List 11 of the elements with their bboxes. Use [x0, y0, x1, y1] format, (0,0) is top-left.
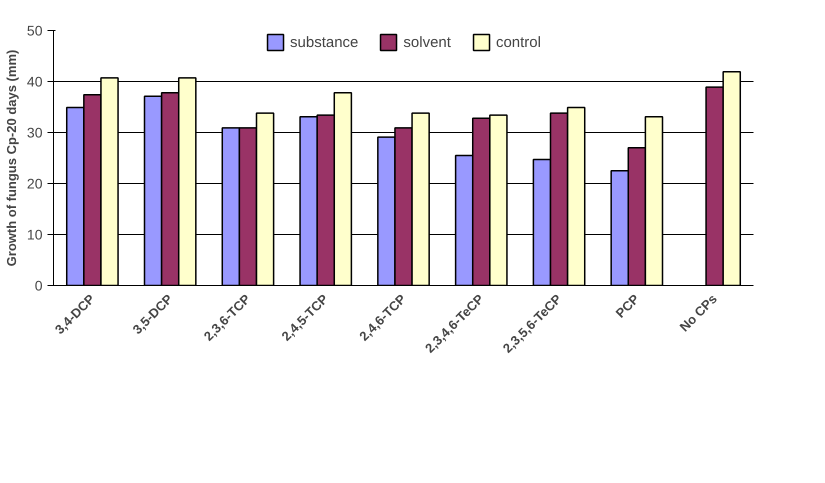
y-tick-label: 50 [26, 22, 43, 38]
legend-label: control [496, 34, 541, 50]
y-tick-label: 30 [26, 124, 43, 140]
legend-label: solvent [403, 34, 451, 50]
x-tick-label: No CPs [676, 291, 720, 334]
y-tick-label: 10 [26, 226, 43, 242]
y-axis-title: Growth of fungus Cp-20 days (mm) [4, 50, 19, 266]
y-tick-label: 40 [26, 74, 43, 90]
y-tick-label: 20 [26, 176, 43, 192]
legend-label: substance [290, 34, 358, 50]
y-tick-label: 0 [34, 278, 43, 294]
